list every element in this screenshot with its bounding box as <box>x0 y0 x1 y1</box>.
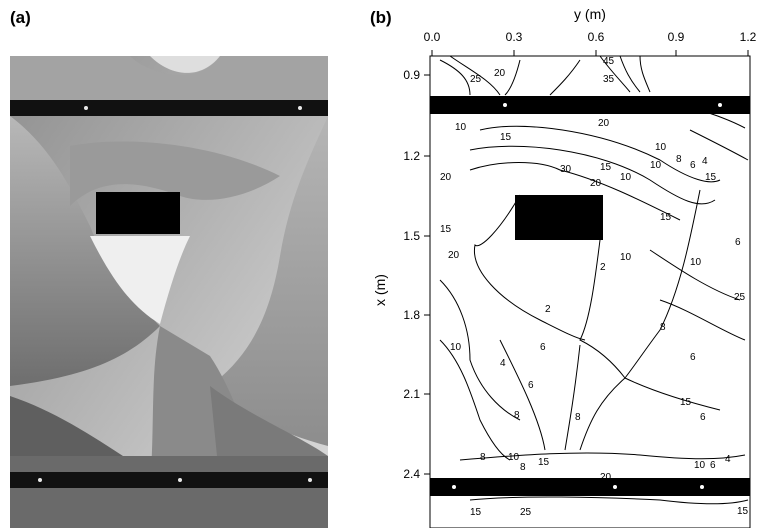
svg-text:6: 6 <box>540 342 546 353</box>
svg-text:20: 20 <box>440 172 452 183</box>
panel-label-b: (b) <box>370 8 392 27</box>
contour-value-labels: 45 35 25 20 20 15 10 10 8 6 4 2 15 10 20… <box>440 56 749 518</box>
svg-text:10: 10 <box>655 142 667 153</box>
y-tick-label: 0.9 <box>668 30 685 44</box>
svg-text:4: 4 <box>500 358 506 369</box>
svg-text:8: 8 <box>514 410 520 421</box>
panel-label-a: (a) <box>10 8 31 27</box>
wake-deposit <box>90 236 190 324</box>
svg-text:15: 15 <box>500 132 512 143</box>
svg-text:25: 25 <box>520 507 532 518</box>
svg-text:10: 10 <box>620 252 632 263</box>
x-tick-label: 1.8 <box>403 308 420 322</box>
svg-text:20: 20 <box>448 250 460 261</box>
x-axis-title: x (m) <box>372 274 388 306</box>
svg-text:8: 8 <box>480 452 486 463</box>
svg-text:10: 10 <box>694 460 706 471</box>
y-tick-label: 0.3 <box>506 30 523 44</box>
upper-support-bar <box>10 100 328 116</box>
x-tick-label: 1.2 <box>403 149 420 163</box>
svg-text:2: 2 <box>545 304 551 315</box>
svg-text:30: 30 <box>560 164 572 175</box>
y-axis-title: y (m) <box>574 6 606 22</box>
svg-text:6: 6 <box>700 412 706 423</box>
svg-text:8: 8 <box>520 462 526 473</box>
svg-text:20: 20 <box>590 178 602 189</box>
upper-support-bar-map <box>430 96 750 114</box>
svg-text:10: 10 <box>620 172 632 183</box>
svg-text:10: 10 <box>690 257 702 268</box>
y-tick-label: 0.6 <box>588 30 605 44</box>
flume-photograph <box>10 56 328 528</box>
svg-text:6: 6 <box>735 237 741 248</box>
right-scour-region <box>210 116 328 446</box>
svg-text:10: 10 <box>450 342 462 353</box>
svg-text:10: 10 <box>508 452 520 463</box>
obstacle-block <box>96 192 180 234</box>
svg-text:6: 6 <box>690 160 696 171</box>
svg-text:4: 4 <box>725 454 731 465</box>
svg-text:10: 10 <box>650 160 662 171</box>
svg-text:35: 35 <box>603 74 615 85</box>
svg-text:25: 25 <box>470 74 482 85</box>
contour-lines <box>439 55 749 505</box>
svg-text:15: 15 <box>737 506 749 517</box>
svg-text:15: 15 <box>440 224 452 235</box>
svg-text:20: 20 <box>598 118 610 129</box>
svg-text:6: 6 <box>710 460 716 471</box>
svg-text:10: 10 <box>455 122 467 133</box>
svg-text:8: 8 <box>660 322 666 333</box>
svg-text:15: 15 <box>705 172 717 183</box>
svg-text:4: 4 <box>702 156 708 167</box>
y-tick-label: 0.0 <box>424 30 441 44</box>
x-tick-label: 0.9 <box>403 68 420 82</box>
y-tick-label: 1.2 <box>740 30 757 44</box>
x-tick-label: 2.4 <box>403 467 420 481</box>
svg-text:15: 15 <box>680 397 692 408</box>
svg-text:15: 15 <box>470 507 482 518</box>
svg-text:20: 20 <box>600 472 612 483</box>
lower-support-bar-map <box>430 478 750 496</box>
lower-support-bar <box>10 472 328 488</box>
svg-text:15: 15 <box>538 457 550 468</box>
obstacle-block-map <box>515 195 603 240</box>
left-scour-region <box>10 116 160 386</box>
svg-text:2: 2 <box>600 262 606 273</box>
svg-text:45: 45 <box>603 56 615 67</box>
x-tick-label: 2.1 <box>403 387 420 401</box>
svg-text:15: 15 <box>660 212 672 223</box>
svg-text:8: 8 <box>676 154 682 165</box>
svg-text:8: 8 <box>575 412 581 423</box>
svg-text:6: 6 <box>690 352 696 363</box>
svg-text:25: 25 <box>734 292 746 303</box>
svg-text:15: 15 <box>600 162 612 173</box>
contour-frame <box>429 55 751 528</box>
upstream-scour-shadow <box>10 56 328 100</box>
x-tick-label: 1.5 <box>403 229 420 243</box>
svg-text:6: 6 <box>528 380 534 391</box>
svg-text:20: 20 <box>494 68 506 79</box>
